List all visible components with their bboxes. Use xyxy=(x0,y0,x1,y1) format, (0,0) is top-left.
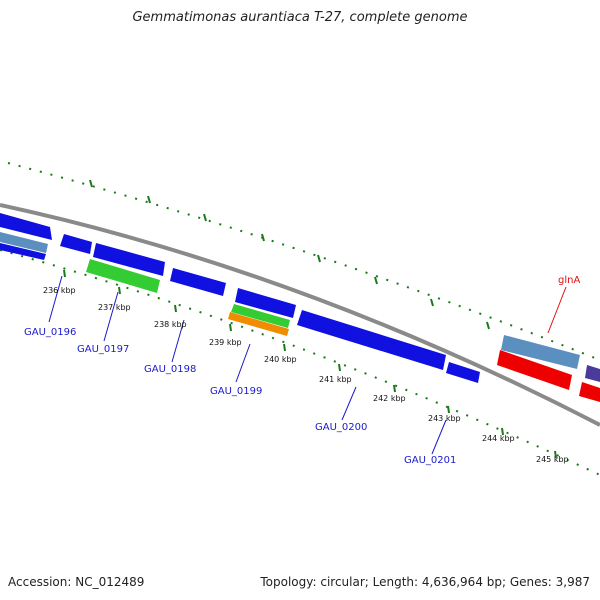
gene-arrow-blue-left2 xyxy=(0,243,46,260)
gene-label: GAU_0198 xyxy=(144,364,196,375)
gene-arrow-orange xyxy=(228,312,289,336)
gene-arrow-purple xyxy=(585,365,600,382)
gene-arrow-steelblue-left xyxy=(0,232,48,253)
kbp-label: 239 kbp xyxy=(209,338,242,347)
kbp-label: 240 kbp xyxy=(264,355,297,364)
gene-arrow-blue-a xyxy=(60,234,92,254)
gene-label: GAU_0197 xyxy=(77,344,129,355)
genome-summary-text: Topology: circular; Length: 4,636,964 bp… xyxy=(260,575,590,589)
inner-strand-genes xyxy=(0,232,600,402)
genome-backbone xyxy=(0,203,600,427)
inner-major-ticks xyxy=(63,269,557,459)
gene-arrow-outer-left xyxy=(0,213,52,240)
gene-arrow-steelblue-1 xyxy=(501,335,580,369)
gene-arrow-green-1 xyxy=(86,259,160,293)
glna-leader-line xyxy=(547,286,567,334)
kbp-label: 237 kbp xyxy=(98,303,131,312)
kbp-label: 238 kbp xyxy=(154,320,187,329)
kbp-label: 245 kbp xyxy=(536,455,569,464)
gene-label: GAU_0196 xyxy=(24,327,76,338)
gene-arrow-red-2 xyxy=(579,382,600,402)
gene-label: GAU_0199 xyxy=(210,386,262,397)
gene-arrow-green-2 xyxy=(231,304,290,328)
kbp-label: 244 kbp xyxy=(482,434,515,443)
gene-arrow-blue-c xyxy=(170,268,226,296)
map-title: Gemmatimonas aurantiaca T-27, complete g… xyxy=(132,10,468,25)
kbp-label: 242 kbp xyxy=(373,394,406,403)
gene-leader-lines xyxy=(48,275,447,455)
gene-arrow-blue-f xyxy=(446,362,480,383)
gene-arrow-blue-e xyxy=(297,310,446,370)
gene-arrow-red-1 xyxy=(497,350,572,390)
kbp-label: 243 kbp xyxy=(428,414,461,423)
accession-text: Accession: NC_012489 xyxy=(8,575,145,589)
gene-label: GAU_0201 xyxy=(404,455,456,466)
kbp-label: 241 kbp xyxy=(319,375,352,384)
gene-arrow-blue-b xyxy=(93,243,165,276)
gene-label: GAU_0200 xyxy=(315,422,367,433)
outer-strand-genes xyxy=(0,213,600,382)
gene-label-glna: glnA xyxy=(558,275,580,286)
kbp-label: 236 kbp xyxy=(43,286,76,295)
gene-arrow-blue-d xyxy=(235,288,296,318)
